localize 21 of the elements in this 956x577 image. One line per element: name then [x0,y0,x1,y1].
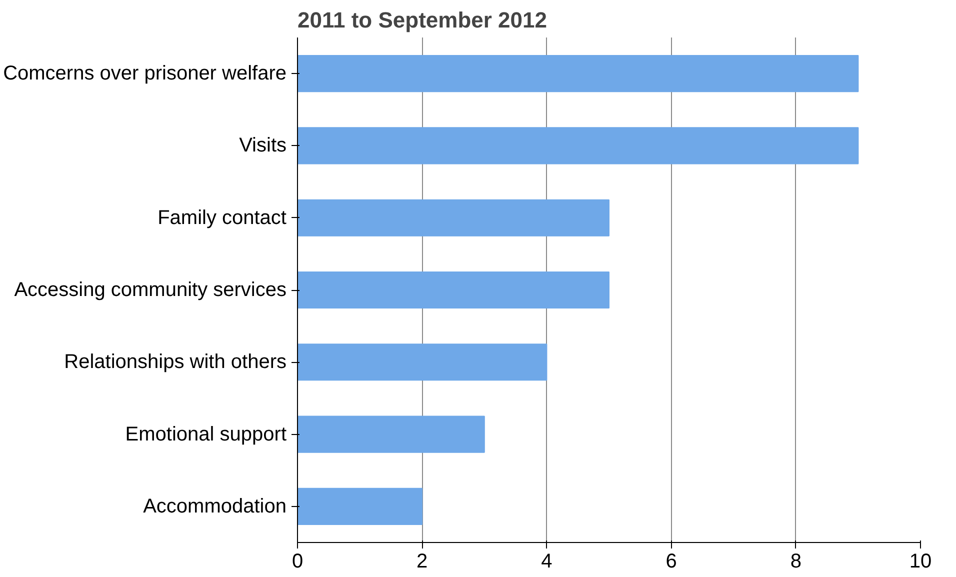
bar [298,55,859,92]
bar [298,127,859,164]
y-tick-label: Relationships with others [64,351,287,374]
x-tick-label: 2 [416,550,428,572]
y-tick-label: Family contact [158,206,287,229]
y-tick-label: Emotional support [125,423,287,446]
bar [298,271,610,309]
x-tick-label: 8 [790,550,802,572]
x-tick-label: 4 [541,550,552,572]
y-tick-label: Comcerns over prisoner welfare [3,62,286,85]
x-tick-label: 0 [292,550,304,572]
y-tick-label: Accessing community services [14,279,287,301]
bar [298,488,423,525]
bar [298,416,485,453]
bar [298,199,610,236]
bar [298,344,548,381]
chart-title: 2011 to September 2012 [298,8,547,32]
y-tick-label: Accommodation [143,495,287,518]
x-tick-label: 10 [909,550,932,572]
x-tick-label: 6 [666,550,677,572]
y-tick-label: Visits [239,134,286,157]
